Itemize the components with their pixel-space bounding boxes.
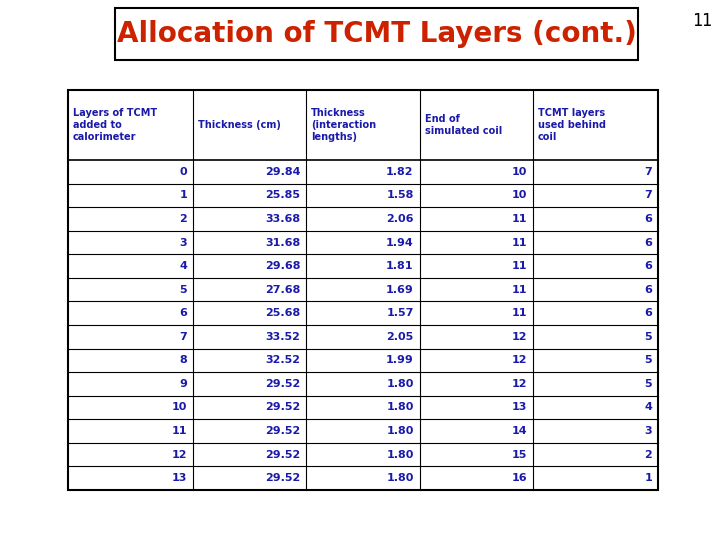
Text: 11: 11: [511, 308, 527, 318]
Text: 3: 3: [644, 426, 652, 436]
Text: 6: 6: [644, 285, 652, 295]
Text: 16: 16: [511, 473, 527, 483]
Text: 6: 6: [644, 308, 652, 318]
Text: 9: 9: [179, 379, 187, 389]
Bar: [115, 8, 638, 60]
Text: 29.52: 29.52: [265, 379, 300, 389]
Text: 2: 2: [179, 214, 187, 224]
Text: 15: 15: [511, 450, 527, 460]
Text: 5: 5: [644, 332, 652, 342]
Text: 11: 11: [511, 238, 527, 247]
Text: 1.80: 1.80: [386, 426, 413, 436]
Text: 11: 11: [171, 426, 187, 436]
Text: 12: 12: [511, 355, 527, 366]
Text: TCMT layers
used behind
coil: TCMT layers used behind coil: [538, 109, 606, 141]
Text: 2.06: 2.06: [386, 214, 413, 224]
Text: 29.84: 29.84: [265, 167, 300, 177]
Text: 2.05: 2.05: [387, 332, 413, 342]
Text: 10: 10: [511, 167, 527, 177]
Text: 1.57: 1.57: [386, 308, 413, 318]
Text: 1.80: 1.80: [386, 473, 413, 483]
Bar: [68, 90, 658, 490]
Text: 11: 11: [511, 261, 527, 271]
Text: 14: 14: [511, 426, 527, 436]
Text: 1.58: 1.58: [386, 191, 413, 200]
Text: 1.80: 1.80: [386, 402, 413, 413]
Text: 1.81: 1.81: [386, 261, 413, 271]
Text: 25.68: 25.68: [265, 308, 300, 318]
Text: 13: 13: [511, 402, 527, 413]
Text: 2: 2: [644, 450, 652, 460]
Text: 33.68: 33.68: [265, 214, 300, 224]
Text: 6: 6: [644, 261, 652, 271]
Text: End of
simulated coil: End of simulated coil: [425, 114, 502, 136]
Text: 29.68: 29.68: [265, 261, 300, 271]
Text: 31.68: 31.68: [265, 238, 300, 247]
Text: 1.69: 1.69: [386, 285, 413, 295]
Text: Layers of TCMT
added to
calorimeter: Layers of TCMT added to calorimeter: [73, 109, 157, 141]
Text: 7: 7: [644, 167, 652, 177]
Text: 6: 6: [179, 308, 187, 318]
Text: 6: 6: [644, 214, 652, 224]
Text: 11: 11: [511, 285, 527, 295]
Text: Thickness (cm): Thickness (cm): [198, 120, 281, 130]
Text: 7: 7: [179, 332, 187, 342]
Text: 29.52: 29.52: [265, 473, 300, 483]
Text: 6: 6: [644, 238, 652, 247]
Text: 29.52: 29.52: [265, 450, 300, 460]
Text: 10: 10: [171, 402, 187, 413]
Text: 11: 11: [511, 214, 527, 224]
Text: 25.85: 25.85: [266, 191, 300, 200]
Text: 1.99: 1.99: [386, 355, 413, 366]
Text: 1.82: 1.82: [386, 167, 413, 177]
Text: 32.52: 32.52: [266, 355, 300, 366]
Text: 29.52: 29.52: [265, 426, 300, 436]
Text: 4: 4: [644, 402, 652, 413]
Text: 11: 11: [692, 12, 712, 30]
Text: 5: 5: [179, 285, 187, 295]
Text: 5: 5: [644, 379, 652, 389]
Text: 13: 13: [171, 473, 187, 483]
Text: 1: 1: [179, 191, 187, 200]
Text: 1.80: 1.80: [386, 450, 413, 460]
Text: 29.52: 29.52: [265, 402, 300, 413]
Text: 27.68: 27.68: [265, 285, 300, 295]
Text: 0: 0: [179, 167, 187, 177]
Text: 10: 10: [511, 191, 527, 200]
Text: 4: 4: [179, 261, 187, 271]
Text: Allocation of TCMT Layers (cont.): Allocation of TCMT Layers (cont.): [117, 20, 636, 48]
Text: 33.52: 33.52: [266, 332, 300, 342]
Text: 5: 5: [644, 355, 652, 366]
Text: Thickness
(interaction
lengths): Thickness (interaction lengths): [311, 109, 377, 141]
Text: 8: 8: [179, 355, 187, 366]
Text: 1.80: 1.80: [386, 379, 413, 389]
Text: 3: 3: [179, 238, 187, 247]
Text: 1.94: 1.94: [386, 238, 413, 247]
Text: 12: 12: [511, 332, 527, 342]
Text: 12: 12: [511, 379, 527, 389]
Text: 7: 7: [644, 191, 652, 200]
Text: 12: 12: [171, 450, 187, 460]
Text: 1: 1: [644, 473, 652, 483]
